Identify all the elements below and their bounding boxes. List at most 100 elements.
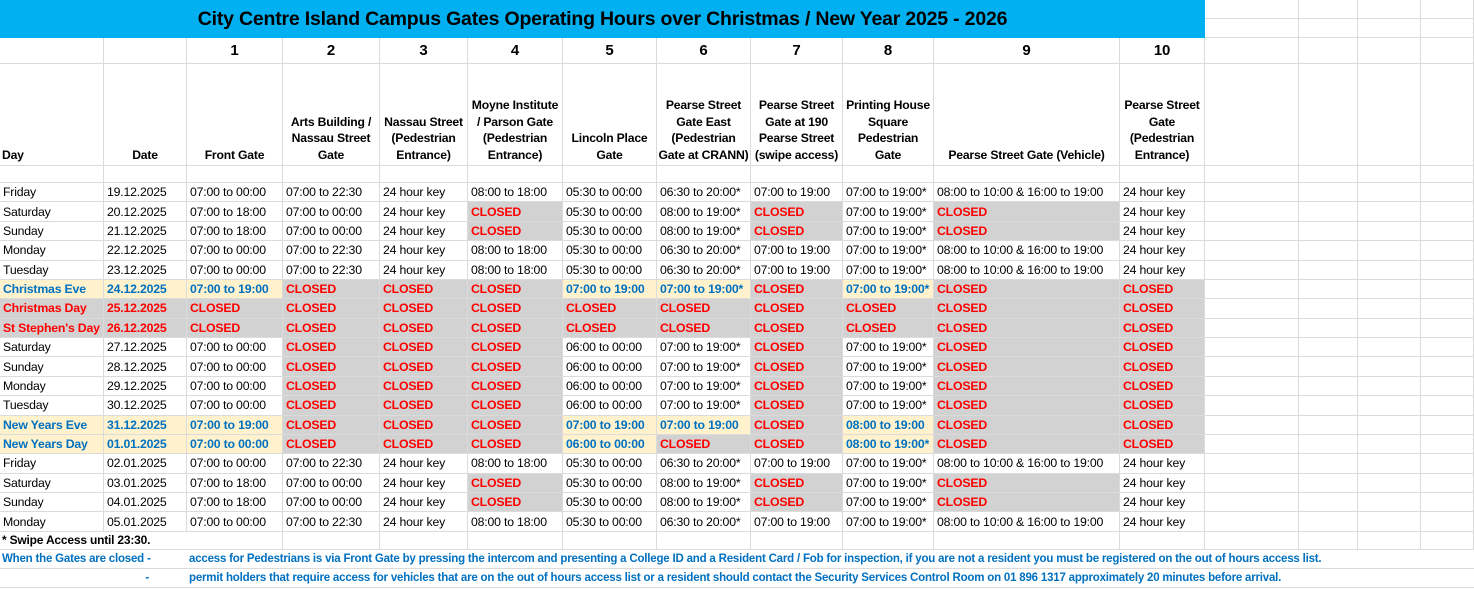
gate-header[interactable]: Arts Building / Nassau Street Gate — [283, 64, 380, 166]
hours-cell[interactable]: 06:30 to 20:00* — [657, 512, 751, 532]
hours-cell[interactable]: 06:30 to 20:00* — [657, 183, 751, 203]
hours-cell[interactable]: 07:00 to 22:30 — [283, 260, 380, 280]
hours-cell[interactable]: CLOSED — [934, 221, 1120, 242]
hours-cell[interactable]: 07:00 to 18:00 — [187, 493, 283, 513]
hours-cell[interactable]: 24 hour key — [380, 183, 468, 203]
date-cell[interactable]: 01.01.2025 — [104, 434, 187, 455]
hours-cell[interactable]: CLOSED — [934, 202, 1120, 222]
hours-cell[interactable]: 07:00 to 19:00* — [657, 338, 751, 358]
hours-cell[interactable]: 08:00 to 10:00 & 16:00 to 19:00 — [934, 241, 1120, 261]
date-cell[interactable]: 28.12.2025 — [104, 357, 187, 377]
hours-cell[interactable]: CLOSED — [934, 299, 1120, 319]
hours-cell[interactable]: CLOSED — [187, 299, 283, 319]
day-cell[interactable]: Sunday — [0, 357, 104, 377]
hours-cell[interactable]: 08:00 to 10:00 & 16:00 to 19:00 — [934, 260, 1120, 280]
hours-cell[interactable]: 07:00 to 00:00 — [187, 241, 283, 261]
date-cell[interactable]: 19.12.2025 — [104, 183, 187, 203]
hours-cell[interactable]: CLOSED — [468, 473, 563, 493]
hours-cell[interactable]: 07:00 to 18:00 — [187, 221, 283, 242]
hours-cell[interactable]: 07:00 to 19:00 — [563, 279, 657, 300]
hours-cell[interactable]: 24 hour key — [1120, 221, 1205, 242]
hours-cell[interactable]: CLOSED — [657, 318, 751, 338]
day-cell[interactable]: Christmas Eve — [0, 279, 104, 300]
hours-cell[interactable]: CLOSED — [934, 279, 1120, 300]
gate-header[interactable]: Pearse Street Gate (Vehicle) — [934, 64, 1120, 166]
hours-cell[interactable]: 24 hour key — [380, 241, 468, 261]
hours-cell[interactable]: 24 hour key — [1120, 493, 1205, 513]
hours-cell[interactable]: CLOSED — [751, 221, 843, 242]
hours-cell[interactable]: 08:00 to 10:00 & 16:00 to 19:00 — [934, 512, 1120, 532]
hours-cell[interactable]: CLOSED — [380, 357, 468, 377]
hours-cell[interactable]: CLOSED — [1120, 396, 1205, 416]
hours-cell[interactable]: CLOSED — [1120, 338, 1205, 358]
day-cell[interactable]: Monday — [0, 241, 104, 261]
day-cell[interactable]: Saturday — [0, 202, 104, 222]
hours-cell[interactable]: 07:00 to 19:00* — [843, 396, 934, 416]
hours-cell[interactable]: CLOSED — [751, 279, 843, 300]
date-cell[interactable]: 26.12.2025 — [104, 318, 187, 338]
hours-cell[interactable]: CLOSED — [468, 221, 563, 242]
date-cell[interactable]: 30.12.2025 — [104, 396, 187, 416]
hours-cell[interactable]: CLOSED — [751, 473, 843, 493]
hours-cell[interactable]: CLOSED — [283, 338, 380, 358]
hours-cell[interactable]: CLOSED — [1120, 357, 1205, 377]
hours-cell[interactable]: 24 hour key — [1120, 202, 1205, 222]
hours-cell[interactable]: CLOSED — [751, 299, 843, 319]
hours-cell[interactable]: 07:00 to 00:00 — [187, 338, 283, 358]
hours-cell[interactable]: 07:00 to 00:00 — [283, 493, 380, 513]
hours-cell[interactable]: 07:00 to 00:00 — [187, 260, 283, 280]
hours-cell[interactable]: 08:00 to 10:00 & 16:00 to 19:00 — [934, 454, 1120, 474]
hours-cell[interactable]: CLOSED — [380, 318, 468, 338]
hours-cell[interactable]: CLOSED — [1120, 415, 1205, 435]
hours-cell[interactable]: 08:00 to 18:00 — [468, 241, 563, 261]
hours-cell[interactable]: 08:00 to 19:00* — [843, 434, 934, 455]
hours-cell[interactable]: CLOSED — [380, 415, 468, 435]
hours-cell[interactable]: 24 hour key — [1120, 473, 1205, 493]
hours-cell[interactable]: 06:30 to 20:00* — [657, 241, 751, 261]
hours-cell[interactable]: 24 hour key — [1120, 454, 1205, 474]
hours-cell[interactable]: 07:00 to 19:00 — [187, 279, 283, 300]
hours-cell[interactable]: CLOSED — [934, 473, 1120, 493]
hours-cell[interactable]: 07:00 to 00:00 — [283, 221, 380, 242]
day-cell[interactable]: Sunday — [0, 221, 104, 242]
hours-cell[interactable]: 24 hour key — [1120, 241, 1205, 261]
hours-cell[interactable]: 08:00 to 18:00 — [468, 260, 563, 280]
hours-cell[interactable]: 07:00 to 00:00 — [187, 434, 283, 455]
hours-cell[interactable]: 05:30 to 00:00 — [563, 493, 657, 513]
hours-cell[interactable]: CLOSED — [751, 396, 843, 416]
hours-cell[interactable]: 06:00 to 00:00 — [563, 396, 657, 416]
hours-cell[interactable]: CLOSED — [657, 434, 751, 455]
hours-cell[interactable]: CLOSED — [1120, 318, 1205, 338]
gate-number[interactable]: 5 — [563, 38, 657, 64]
hours-cell[interactable]: CLOSED — [934, 376, 1120, 397]
hours-cell[interactable]: CLOSED — [934, 396, 1120, 416]
hours-cell[interactable]: CLOSED — [283, 376, 380, 397]
hours-cell[interactable]: 08:00 to 19:00* — [657, 221, 751, 242]
hours-cell[interactable]: CLOSED — [468, 338, 563, 358]
hours-cell[interactable]: 07:00 to 00:00 — [187, 376, 283, 397]
gate-header[interactable]: Pearse Street Gate at 190 Pearse Street … — [751, 64, 843, 166]
date-cell[interactable]: 22.12.2025 — [104, 241, 187, 261]
hours-cell[interactable]: CLOSED — [1120, 279, 1205, 300]
gate-number[interactable]: 4 — [468, 38, 563, 64]
hours-cell[interactable]: 07:00 to 19:00* — [657, 279, 751, 300]
hours-cell[interactable]: 07:00 to 19:00* — [843, 260, 934, 280]
hours-cell[interactable]: 07:00 to 19:00 — [187, 415, 283, 435]
hours-cell[interactable]: 05:30 to 00:00 — [563, 473, 657, 493]
hours-cell[interactable]: 08:00 to 18:00 — [468, 183, 563, 203]
hours-cell[interactable]: CLOSED — [380, 338, 468, 358]
hours-cell[interactable]: 07:00 to 18:00 — [187, 202, 283, 222]
hours-cell[interactable]: 06:00 to 00:00 — [563, 357, 657, 377]
hours-cell[interactable]: 24 hour key — [380, 473, 468, 493]
day-cell[interactable]: Saturday — [0, 338, 104, 358]
hours-cell[interactable]: 07:00 to 19:00* — [657, 357, 751, 377]
hours-cell[interactable]: 24 hour key — [380, 202, 468, 222]
hours-cell[interactable]: CLOSED — [934, 493, 1120, 513]
gate-number[interactable]: 9 — [934, 38, 1120, 64]
hours-cell[interactable]: CLOSED — [380, 376, 468, 397]
day-cell[interactable]: Tuesday — [0, 260, 104, 280]
hours-cell[interactable]: 06:30 to 20:00* — [657, 260, 751, 280]
hours-cell[interactable]: 07:00 to 19:00* — [843, 279, 934, 300]
hours-cell[interactable]: CLOSED — [751, 376, 843, 397]
gate-header[interactable]: Pearse Street Gate East (Pedestrian Gate… — [657, 64, 751, 166]
